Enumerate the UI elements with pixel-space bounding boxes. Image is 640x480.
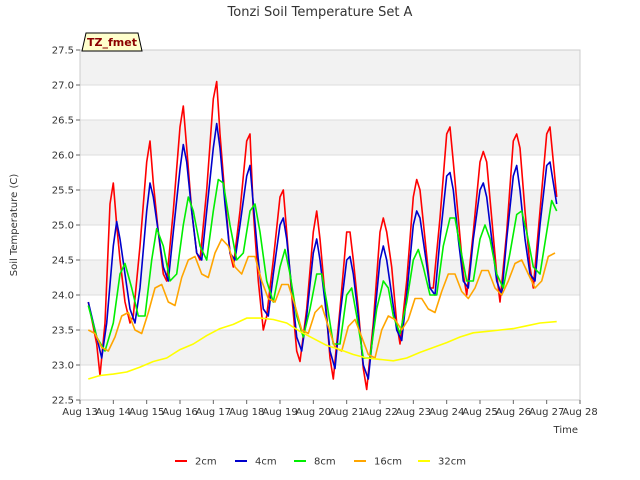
plot-band (80, 155, 580, 190)
y-tick-label: 23.0 (52, 361, 74, 372)
y-axis-ticks: 22.5 23.0 23.5 24.0 24.5 25.0 25.5 26.0 26.5 27.0… (52, 46, 80, 407)
legend: 2cm 4cm 8cm 16cm 32cm (175, 457, 466, 468)
site-badge-shape (81, 32, 143, 52)
x-tick-label: Aug 22 (362, 407, 397, 418)
series-line-2cm (87, 80, 558, 391)
y-tick-label: 23.5 (52, 326, 74, 337)
x-tick-label: Aug 25 (462, 407, 497, 418)
y-tick-label: 22.5 (52, 396, 74, 407)
x-tick-label: Aug 21 (329, 407, 364, 418)
legend-label-8cm: 8cm (314, 457, 336, 468)
x-tick-label: Aug 15 (129, 407, 164, 418)
x-tick-label: Aug 20 (296, 407, 331, 418)
plot-band (80, 50, 580, 85)
series-line-8cm (87, 178, 558, 359)
y-tick-label: 25.0 (52, 221, 74, 232)
chart-title: Tonzi Soil Temperature Set A (227, 5, 413, 20)
x-tick-label: Aug 24 (429, 407, 464, 418)
plot-band (80, 85, 580, 120)
y-axis-label: Soil Temperature (C) (9, 174, 20, 277)
x-tick-label: Aug 16 (162, 407, 197, 418)
y-tick-label: 26.0 (52, 151, 74, 162)
site-badge: TZ_fmet (81, 32, 143, 52)
y-tick-label: 27.5 (52, 46, 74, 57)
y-tick-label: 26.5 (52, 116, 74, 127)
legend-label-4cm: 4cm (255, 457, 277, 468)
x-axis-label: Time (553, 425, 578, 436)
series-line-16cm (87, 238, 556, 359)
x-tick-label: Aug 27 (529, 407, 564, 418)
legend-label-2cm: 2cm (195, 457, 217, 468)
plot-band (80, 365, 580, 400)
y-tick-label: 25.5 (52, 186, 74, 197)
y-tick-label: 24.5 (52, 256, 74, 267)
y-tick-label: 27.0 (52, 81, 74, 92)
x-tick-label: Aug 14 (96, 407, 131, 418)
site-badge-label: TZ_fmet (87, 36, 137, 49)
legend-label-16cm: 16cm (374, 457, 402, 468)
plot-band (80, 190, 580, 225)
x-tick-label: Aug 18 (229, 407, 264, 418)
legend-label-32cm: 32cm (438, 457, 466, 468)
x-tick-label: Aug 23 (396, 407, 431, 418)
x-tick-label: Aug 26 (496, 407, 531, 418)
series-line-32cm (88, 317, 557, 380)
plot-band (80, 120, 580, 155)
x-tick-label: Aug 19 (262, 407, 297, 418)
x-tick-label: Aug 17 (196, 407, 231, 418)
y-tick-label: 24.0 (52, 291, 74, 302)
x-tick-label: Aug 28 (562, 407, 597, 418)
x-tick-label: Aug 13 (62, 407, 97, 418)
plot-band (80, 225, 580, 260)
series-lines (87, 80, 558, 391)
